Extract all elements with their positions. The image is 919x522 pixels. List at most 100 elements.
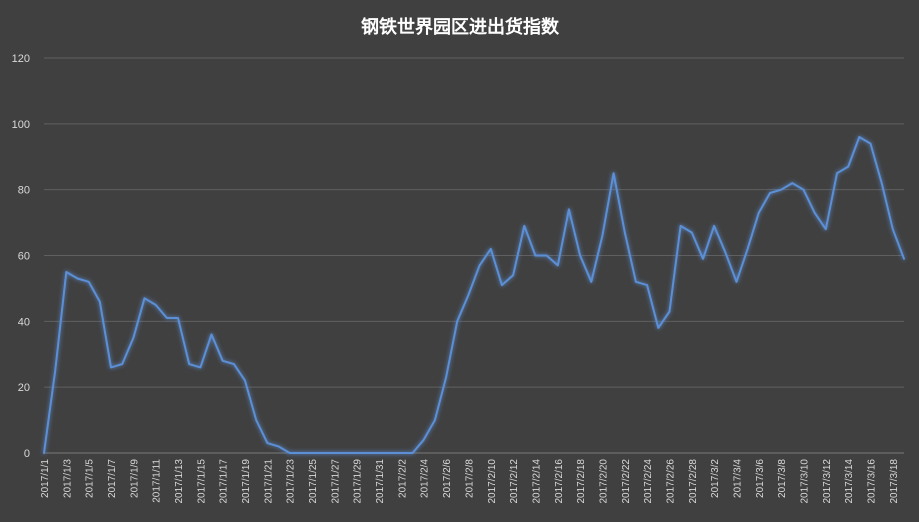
data-point: [713, 224, 716, 227]
data-point: [121, 363, 124, 366]
data-point: [735, 280, 738, 283]
data-point: [165, 317, 168, 320]
data-point: [668, 310, 671, 313]
x-tick-label: 2017/1/19: [241, 459, 252, 504]
x-tick-label: 2017/1/17: [219, 459, 230, 504]
y-tick-label: 0: [24, 448, 30, 460]
x-tick-label: 2017/2/28: [688, 459, 699, 504]
data-point: [757, 211, 760, 214]
data-point: [177, 317, 180, 320]
x-tick-label: 2017/1/29: [353, 459, 364, 504]
data-point: [76, 277, 79, 280]
x-tick-label: 2017/3/14: [844, 459, 855, 504]
data-point: [780, 188, 783, 191]
data-point: [791, 182, 794, 185]
x-tick-label: 2017/2/26: [665, 459, 676, 504]
data-point: [802, 188, 805, 191]
x-tick-label: 2017/2/24: [643, 459, 654, 504]
x-tick-label: 2017/1/25: [308, 459, 319, 504]
data-point: [824, 228, 827, 231]
x-tick-label: 2017/2/8: [464, 459, 475, 498]
y-tick-label: 80: [18, 185, 30, 197]
y-tick-label: 120: [12, 53, 30, 65]
y-tick-label: 40: [18, 316, 30, 328]
data-point: [768, 191, 771, 194]
data-point: [333, 452, 336, 455]
data-point: [188, 363, 191, 366]
x-tick-label: 2017/1/9: [129, 459, 140, 498]
x-tick-label: 2017/3/12: [822, 459, 833, 504]
x-tick-label: 2017/2/6: [442, 459, 453, 498]
data-point: [98, 300, 101, 303]
x-axis-tick-labels: 2017/1/1 2017/1/3 2017/1/5 2017/1/7 2017/1/9…: [40, 459, 900, 504]
data-point: [344, 452, 347, 455]
data-point: [110, 366, 113, 369]
data-point: [366, 452, 369, 455]
series-layer: [43, 136, 906, 455]
data-point: [456, 320, 459, 323]
data-point: [400, 452, 403, 455]
x-tick-label: 2017/1/13: [174, 459, 185, 504]
data-point: [311, 452, 314, 455]
data-point: [579, 254, 582, 257]
data-point: [132, 336, 135, 339]
x-tick-label: 2017/1/31: [375, 459, 386, 504]
data-point: [746, 247, 749, 250]
data-point: [65, 270, 68, 273]
data-point: [847, 165, 850, 168]
data-point: [623, 231, 626, 234]
data-point: [545, 254, 548, 257]
x-tick-label: 2017/1/7: [107, 459, 118, 498]
x-tick-label: 2017/3/6: [755, 459, 766, 498]
data-point: [724, 251, 727, 254]
data-point: [467, 294, 470, 297]
data-point: [891, 228, 894, 231]
x-tick-label: 2017/3/10: [799, 459, 810, 504]
data-point: [266, 442, 269, 445]
data-point: [255, 419, 258, 422]
data-point: [355, 452, 358, 455]
data-point: [299, 452, 302, 455]
x-tick-label: 2017/1/27: [330, 459, 341, 504]
data-point: [690, 231, 693, 234]
x-tick-label: 2017/2/4: [420, 459, 431, 498]
data-point: [590, 280, 593, 283]
data-point: [154, 303, 157, 306]
x-tick-label: 2017/1/3: [62, 459, 73, 498]
data-point: [389, 452, 392, 455]
data-point: [880, 182, 883, 185]
data-point: [422, 438, 425, 441]
series-line: [43, 136, 905, 454]
data-point: [43, 452, 46, 455]
data-point: [288, 452, 291, 455]
data-point: [601, 234, 604, 237]
x-tick-label: 2017/2/10: [487, 459, 498, 504]
data-point: [869, 142, 872, 145]
chart-title: 钢铁世界园区进出货指数: [361, 16, 560, 38]
x-tick-label: 2017/2/2: [397, 459, 408, 498]
x-tick-label: 2017/3/16: [866, 459, 877, 504]
x-tick-label: 2017/3/2: [710, 459, 721, 498]
data-point: [411, 452, 414, 455]
data-point: [210, 333, 213, 336]
data-point: [679, 224, 682, 227]
data-point: [232, 363, 235, 366]
x-tick-label: 2017/1/21: [263, 459, 274, 504]
data-point: [244, 379, 247, 382]
data-point: [523, 224, 526, 227]
data-point: [500, 284, 503, 287]
data-point: [87, 280, 90, 283]
x-tick-label: 2017/3/4: [732, 459, 743, 498]
y-tick-label: 60: [18, 251, 30, 263]
x-tick-label: 2017/1/23: [286, 459, 297, 504]
x-tick-label: 2017/2/20: [598, 459, 609, 504]
data-point: [657, 326, 660, 329]
x-tick-label: 2017/2/16: [554, 459, 565, 504]
data-point: [556, 264, 559, 267]
data-point: [903, 257, 906, 260]
x-tick-label: 2017/2/12: [509, 459, 520, 504]
data-point: [445, 376, 448, 379]
x-tick-label: 2017/1/1: [40, 459, 51, 498]
